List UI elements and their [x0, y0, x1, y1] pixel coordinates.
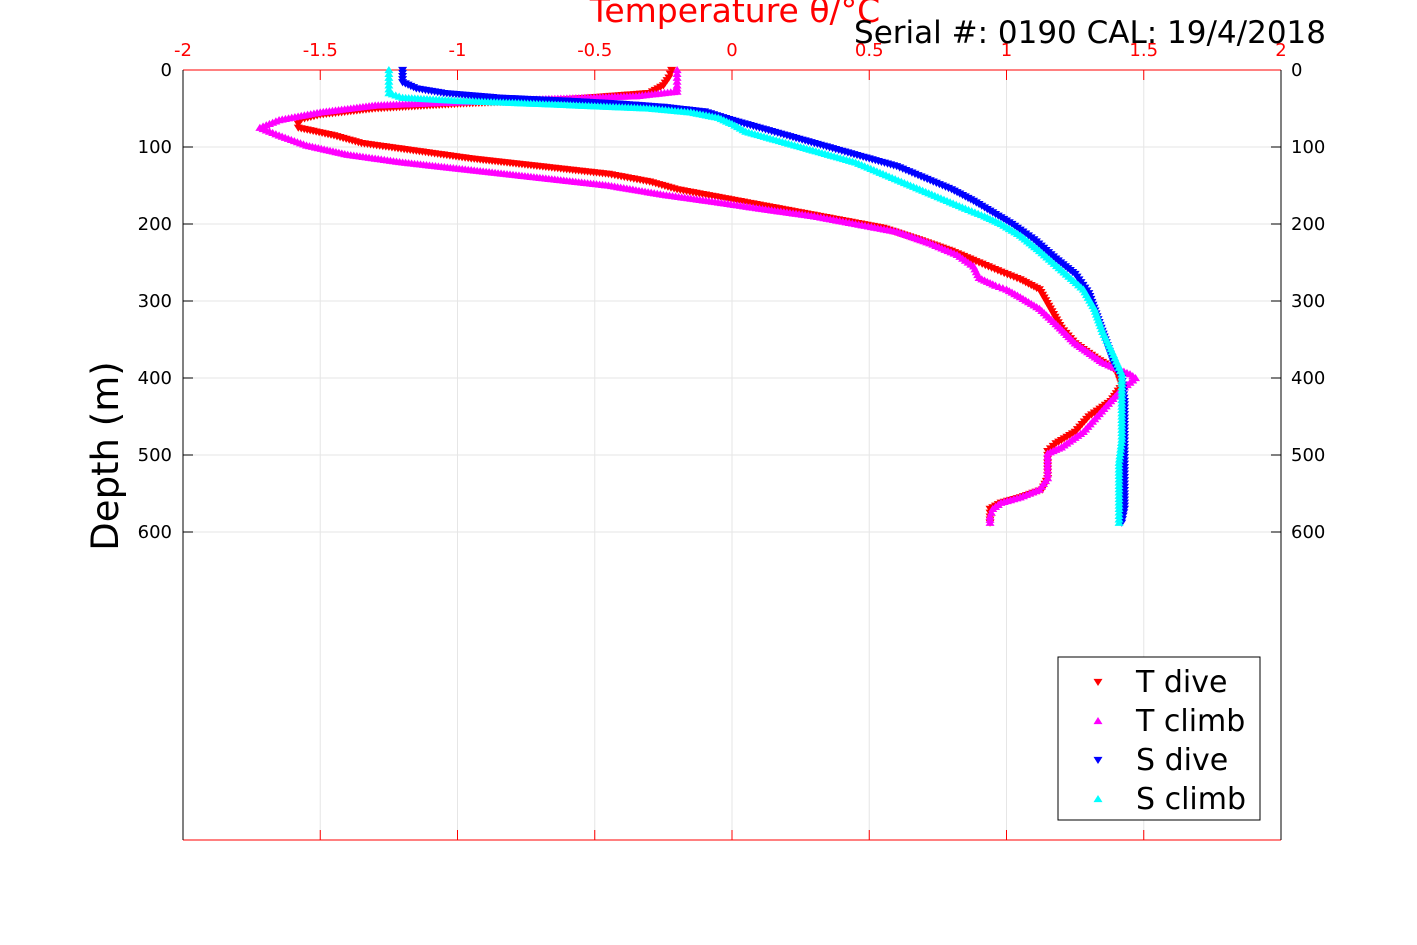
y-tick-label-left: 300 — [138, 291, 172, 312]
series-t-dive — [293, 66, 1127, 527]
x-tick-label: -1.5 — [303, 40, 338, 61]
legend-label: S dive — [1136, 743, 1228, 778]
legend: T dive T climb S dive S climb — [1057, 656, 1261, 821]
x-tick-label: 2 — [1275, 40, 1286, 61]
data-point — [384, 81, 394, 89]
y-tick-label-left: 600 — [138, 522, 172, 543]
data-series — [255, 65, 1141, 527]
x-tick-label: 0 — [726, 40, 737, 61]
data-point — [665, 70, 675, 78]
legend-box — [1057, 656, 1261, 821]
data-point — [384, 77, 394, 85]
y-tick-label-right: 300 — [1291, 291, 1325, 312]
y-tick-label-right: 400 — [1291, 368, 1325, 389]
data-point — [672, 69, 682, 77]
data-point — [384, 85, 394, 93]
y-tick-label-right: 100 — [1291, 137, 1325, 158]
legend-marker — [1093, 756, 1103, 765]
x-tick-label: 1.5 — [1129, 40, 1158, 61]
y-tick-label-left: 0 — [161, 60, 172, 81]
legend-label: T climb — [1135, 704, 1245, 739]
data-point — [1043, 470, 1053, 478]
series-s-climb — [384, 65, 1127, 526]
data-point — [672, 65, 682, 74]
legend-marker — [1093, 716, 1103, 725]
data-point — [384, 65, 394, 74]
data-point — [672, 73, 682, 81]
y-tick-label-right: 500 — [1291, 445, 1325, 466]
data-point — [667, 66, 677, 75]
data-point — [1116, 438, 1126, 447]
data-point — [384, 73, 394, 81]
legend-label: S climb — [1136, 782, 1246, 817]
serial-annotation: Serial #: 0190 CAL: 19/4/2018 — [854, 15, 1326, 51]
data-point — [1116, 442, 1126, 450]
data-point — [1043, 466, 1053, 474]
data-point — [1116, 445, 1126, 453]
y-tick-label-left: 200 — [138, 214, 172, 235]
data-point — [1043, 462, 1053, 470]
x-tick-label: -1 — [449, 40, 467, 61]
y-tick-label-left: 500 — [138, 445, 172, 466]
data-point — [672, 77, 682, 85]
y-tick-label-right: 0 — [1291, 60, 1302, 81]
x-tick-label: 1 — [1001, 40, 1012, 61]
axes — [182, 69, 1282, 841]
legend-label: T dive — [1135, 665, 1227, 700]
y-tick-label-left: 100 — [138, 137, 172, 158]
y-tick-label-right: 600 — [1291, 522, 1325, 543]
legend-marker — [1093, 678, 1103, 687]
data-point — [293, 120, 303, 128]
y-tick-label-left: 400 — [138, 368, 172, 389]
x-tick-label: -2 — [174, 40, 192, 61]
series-t-climb — [255, 65, 1141, 526]
data-point — [1114, 518, 1124, 526]
grid-lines — [182, 69, 1282, 840]
y-tick-label-right: 200 — [1291, 214, 1325, 235]
legend-marker — [1093, 794, 1103, 803]
chart-title: Temperature θ/°C — [589, 0, 880, 30]
x-tick-label: -0.5 — [577, 40, 612, 61]
data-point — [1115, 448, 1125, 456]
data-point — [1115, 452, 1125, 460]
x-tick-label: 0.5 — [855, 40, 884, 61]
data-point — [1114, 455, 1124, 463]
data-point — [1117, 435, 1127, 443]
data-point — [384, 69, 394, 77]
y-axis-label: Depth (m) — [84, 361, 127, 550]
data-point — [985, 518, 995, 526]
